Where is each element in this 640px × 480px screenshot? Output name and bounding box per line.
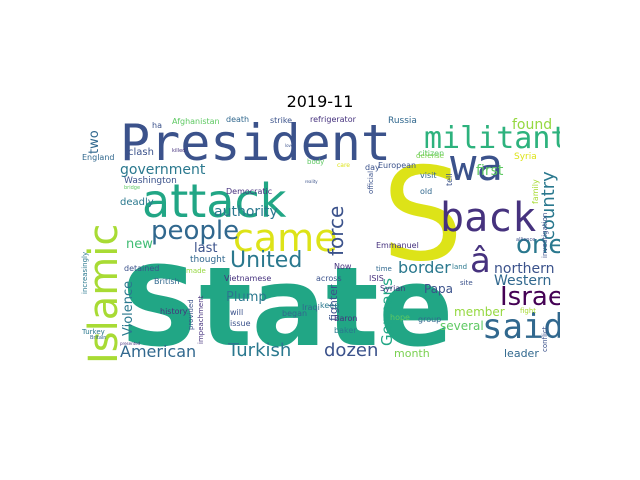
cloud-word: authority [214, 204, 278, 220]
cloud-word: Britain [90, 335, 107, 341]
cloud-word: baker [334, 326, 357, 335]
cloud-word: wa [450, 140, 503, 191]
cloud-word: England [82, 153, 115, 162]
cloud-word: first [476, 163, 504, 179]
cloud-word: two [87, 130, 102, 154]
cloud-word: Syrian [380, 284, 406, 293]
cloud-word: hope [390, 313, 410, 322]
cloud-word: came [233, 216, 338, 260]
cloud-word: month [394, 347, 430, 360]
cloud-word: President [120, 116, 391, 172]
cloud-word: official [367, 170, 375, 194]
cloud-word: Turkey [82, 328, 105, 336]
cloud-word: deadly [120, 197, 154, 208]
cloud-word: provided [187, 299, 195, 330]
cloud-word: strike [270, 116, 293, 125]
cloud-word: Now [334, 262, 352, 271]
cloud-word: ISIS [369, 274, 384, 283]
cloud-word: United [230, 248, 303, 273]
cloud-word: British [154, 277, 180, 286]
cloud-word: militant [424, 121, 560, 156]
cloud-word: began [282, 309, 308, 318]
cloud-word: history [160, 307, 188, 316]
cloud-word: member [454, 305, 505, 319]
cloud-word: issue [230, 319, 251, 328]
chart-title: 2019-11 [286, 92, 354, 111]
cloud-word: conflict [541, 326, 549, 352]
cloud-word: several [440, 319, 484, 333]
word-cloud: State S President attack Islamic wa back… [80, 116, 560, 364]
cloud-word: new [126, 237, 153, 252]
cloud-word: land [452, 263, 468, 271]
cloud-word: force [324, 205, 348, 256]
cloud-word: northern [494, 261, 555, 277]
cloud-word: killed [172, 148, 186, 154]
cloud-word: Syria [514, 152, 537, 162]
cloud-word: Violence [121, 280, 136, 336]
cloud-word: Afghanistan [172, 117, 220, 126]
cloud-word: State [120, 243, 454, 364]
cloud-word: â [470, 241, 491, 281]
cloud-word: made [186, 267, 206, 275]
cloud-word: said [482, 307, 560, 347]
cloud-word: Western [494, 273, 552, 289]
cloud-word: visit [420, 171, 437, 180]
cloud-word: back [440, 195, 537, 241]
cloud-word: Plump [226, 290, 267, 305]
cloud-word: group [418, 315, 442, 324]
cloud-word: will [230, 308, 244, 317]
cloud-word: reality [305, 179, 318, 184]
cloud-word: Iraqi [302, 303, 320, 312]
cloud-word: border [398, 258, 451, 277]
cloud-word: ha [152, 121, 162, 130]
cloud-word: Emmanuel [376, 241, 419, 250]
cloud-word: Washington [124, 176, 177, 186]
cloud-word: Baron [334, 314, 358, 323]
cloud-word: American [120, 342, 197, 361]
cloud-word: leader [504, 347, 539, 360]
cloud-word: time [376, 265, 392, 273]
cloud-word: dozen [324, 340, 379, 361]
cloud-word: Russia [388, 116, 417, 126]
cloud-word: defense [416, 152, 444, 160]
cloud-word: site [460, 279, 473, 287]
cloud-word: Israel [500, 282, 560, 312]
cloud-word: last [194, 241, 218, 256]
cloud-word: alliance [516, 237, 536, 243]
cloud-word: increasingly [81, 251, 89, 294]
cloud-word: keep [320, 301, 340, 310]
cloud-word: death [226, 116, 250, 124]
cloud-word: Papa [424, 282, 454, 296]
cloud-word: investigation [541, 212, 549, 258]
cloud-word: Vietnamese [224, 274, 272, 283]
cloud-word: one [516, 230, 560, 260]
cloud-word: across [316, 274, 342, 283]
cloud-word: detained [124, 264, 160, 273]
cloud-word: impeachment [197, 295, 205, 344]
cloud-word: clash [128, 147, 154, 158]
cloud-word: body [307, 158, 325, 166]
cloud-word: Turkish [228, 340, 292, 361]
cloud-word: attack [142, 174, 287, 228]
cloud-word: Democratic [226, 187, 273, 196]
cloud-word: love [285, 143, 294, 148]
cloud-word: government [120, 162, 206, 178]
cloud-word: care [337, 162, 351, 169]
cloud-word: thought [190, 255, 226, 265]
cloud-word: presented [120, 341, 141, 346]
cloud-word: day [365, 163, 380, 172]
cloud-word: tell [445, 173, 454, 186]
cloud-word: found [512, 117, 553, 133]
cloud-word: bridge [124, 185, 141, 191]
cloud-word: people [151, 216, 240, 246]
cloud-word: Islamic [81, 223, 127, 364]
cloud-word: refrigerator [310, 116, 356, 124]
cloud-word: old [420, 187, 433, 196]
cloud-word: citizen [418, 149, 445, 158]
cloud-word: S [382, 141, 464, 290]
cloud-word: family [531, 179, 540, 204]
cloud-word: European [378, 161, 417, 170]
cloud-word: fight [520, 307, 537, 315]
